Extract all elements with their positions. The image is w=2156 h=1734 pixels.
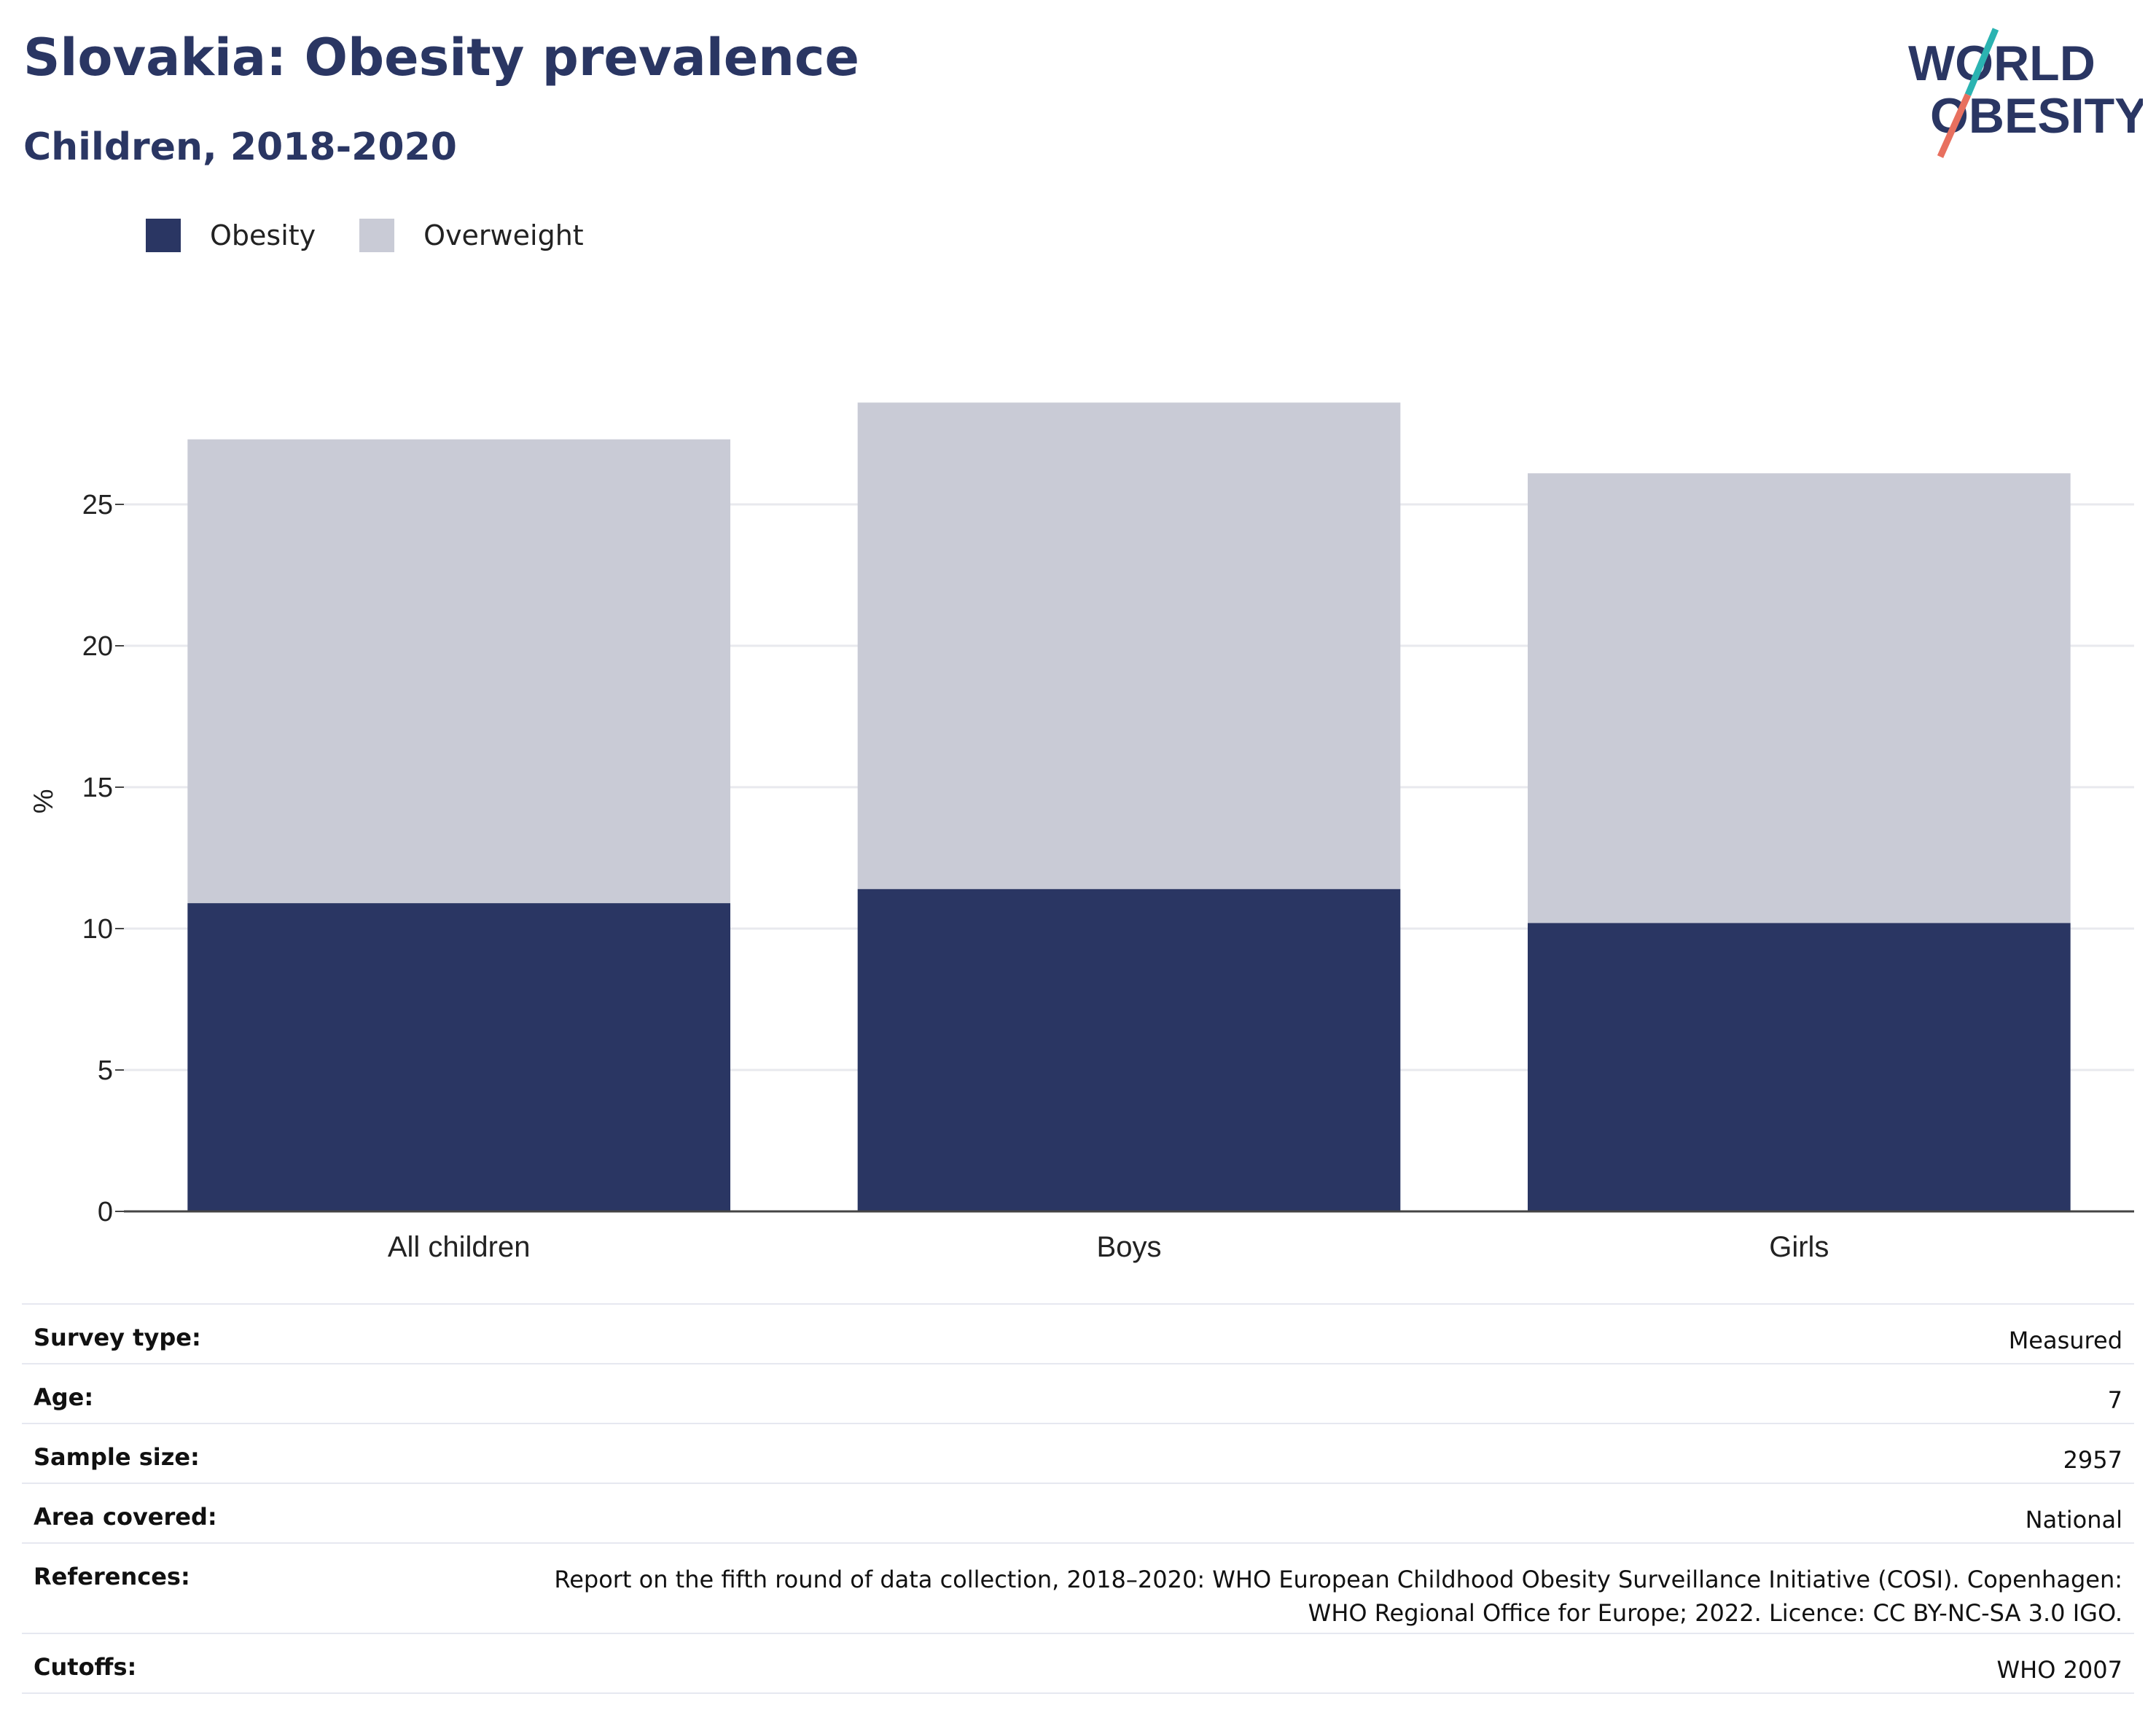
meta-label: Survey type:	[22, 1303, 313, 1364]
legend-item-obesity[interactable]: Obesity	[146, 219, 316, 252]
y-tick-label: 25	[82, 490, 113, 520]
meta-value: National	[313, 1483, 2134, 1543]
meta-value: 7	[313, 1363, 2134, 1423]
bar-overweight-all-children	[187, 439, 730, 904]
logo-line1: WORLD	[1908, 36, 2096, 91]
x-tick-label: Boys	[1097, 1231, 1162, 1263]
bar-obesity-boys	[857, 889, 1401, 1211]
survey-metadata-table: Survey type: Measured Age: 7 Sample size…	[22, 1303, 2134, 1694]
meta-value: WHO 2007	[313, 1633, 2134, 1694]
chart-legend: Obesity Overweight	[146, 219, 628, 252]
meta-label: Area covered:	[22, 1483, 313, 1543]
meta-row-references: References: Report on the fifth round of…	[22, 1542, 2134, 1633]
meta-row-survey-type: Survey type: Measured	[22, 1303, 2134, 1364]
meta-row-cutoffs: Cutoffs: WHO 2007	[22, 1633, 2134, 1694]
legend-label-obesity: Obesity	[210, 219, 316, 251]
legend-swatch-overweight	[359, 219, 395, 252]
stacked-bar-chart: 0 5 10 15 20 25% All children Boys Girls	[28, 402, 2134, 1263]
logo-slash-teal	[1964, 28, 1999, 96]
meta-value: Measured	[313, 1303, 2134, 1364]
meta-label: References:	[22, 1542, 313, 1633]
meta-label: Sample size:	[22, 1423, 313, 1483]
y-tick-label: 5	[98, 1055, 113, 1086]
logo-slash-coral	[1937, 93, 1972, 158]
legend-swatch-obesity	[146, 219, 181, 252]
reference-line-1: Report on the fifth round of data collec…	[554, 1566, 2122, 1593]
y-tick-label: 15	[82, 773, 113, 803]
x-tick-label: Girls	[1769, 1231, 1829, 1263]
world-obesity-logo: WORLD OBESITY	[1908, 28, 2143, 158]
meta-label: Age:	[22, 1363, 313, 1423]
legend-label-overweight: Overweight	[423, 219, 584, 251]
y-tick-label: 10	[82, 914, 113, 945]
meta-row-sample-size: Sample size: 2957	[22, 1423, 2134, 1483]
y-tick-label: 20	[82, 631, 113, 662]
chart-title: Slovakia: Obesity prevalence	[23, 28, 859, 87]
bar-overweight-boys	[857, 402, 1401, 889]
meta-label: Cutoffs:	[22, 1633, 313, 1694]
meta-value-references: Report on the fifth round of data collec…	[313, 1542, 2134, 1633]
chart-subtitle: Children, 2018-2020	[23, 125, 457, 169]
reference-line-2: WHO Regional Office for Europe; 2022. Li…	[1308, 1599, 2122, 1627]
bar-overweight-girls	[1528, 473, 2071, 923]
meta-value: 2957	[313, 1423, 2134, 1483]
meta-row-area-covered: Area covered: National	[22, 1483, 2134, 1543]
meta-row-age: Age: 7	[22, 1363, 2134, 1423]
legend-item-overweight[interactable]: Overweight	[359, 219, 584, 252]
y-axis-label: %	[28, 789, 59, 814]
bar-obesity-all-children	[187, 903, 730, 1211]
x-tick-label: All children	[388, 1231, 531, 1263]
y-tick-label: 0	[98, 1197, 113, 1227]
bar-obesity-girls	[1528, 923, 2071, 1211]
